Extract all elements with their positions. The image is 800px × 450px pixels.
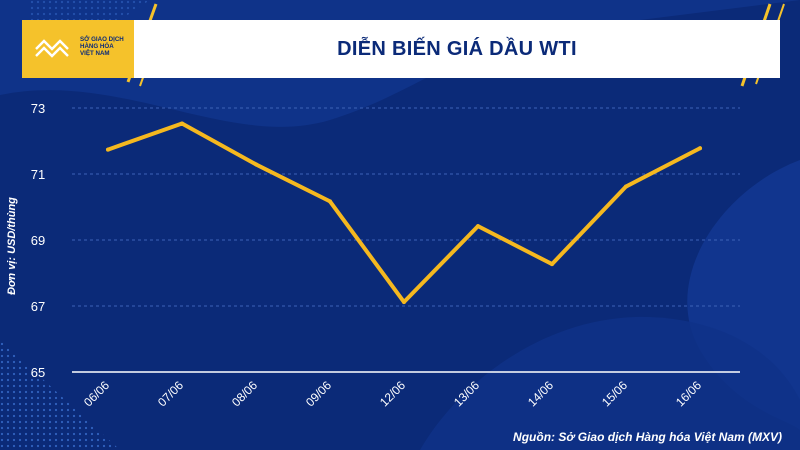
x-tick-label: 13/06	[451, 378, 482, 409]
data-point	[550, 262, 554, 267]
data-point	[254, 162, 258, 167]
data-point	[328, 199, 332, 204]
data-point	[624, 184, 628, 189]
x-tick-label: 06/06	[81, 378, 112, 409]
x-tick-label: 15/06	[599, 378, 630, 409]
y-tick-label: 71	[31, 167, 45, 182]
data-point	[106, 147, 110, 152]
y-axis-label-text: Đơn vị: USD/thùng	[6, 197, 18, 295]
logo-line: HÀNG HÓA	[80, 43, 114, 51]
logo-icon	[35, 39, 69, 58]
logo-line: SỞ GIAO DỊCH	[80, 36, 124, 43]
x-tick-label: 07/06	[155, 378, 186, 409]
x-tick-label: 08/06	[229, 378, 260, 409]
bg-wave-bottom	[420, 316, 800, 450]
source-note: Nguồn: Sở Giao dịch Hàng hóa Việt Nam (M…	[513, 430, 782, 444]
logo: SỞ GIAO DỊCH HÀNG HÓA VIỆT NAM	[22, 20, 134, 78]
header-bar	[22, 20, 780, 78]
data-point	[698, 146, 702, 151]
y-tick-label: 65	[31, 365, 45, 380]
bg-dots-left	[0, 340, 120, 450]
x-tick-label: 14/06	[525, 378, 556, 409]
data-point	[180, 121, 184, 126]
y-tick-label: 69	[31, 233, 45, 248]
y-tick-label: 67	[31, 299, 45, 314]
logo-line: VIỆT NAM	[80, 50, 110, 58]
x-tick-label: 16/06	[673, 378, 704, 409]
data-point	[402, 300, 406, 305]
y-axis-label: Đơn vị: USD/thùng	[2, 197, 22, 295]
logo-text: SỞ GIAO DỊCH HÀNG HÓA VIỆT NAM	[80, 36, 124, 58]
bg-dots-top	[30, 0, 150, 20]
x-tick-label: 12/06	[377, 378, 408, 409]
x-tick-label: 09/06	[303, 378, 334, 409]
series-line	[106, 121, 702, 305]
data-point	[476, 224, 480, 229]
page-title: DIỄN BIẾN GIÁ DẦU WTI	[337, 38, 577, 60]
y-tick-label: 73	[31, 101, 45, 116]
